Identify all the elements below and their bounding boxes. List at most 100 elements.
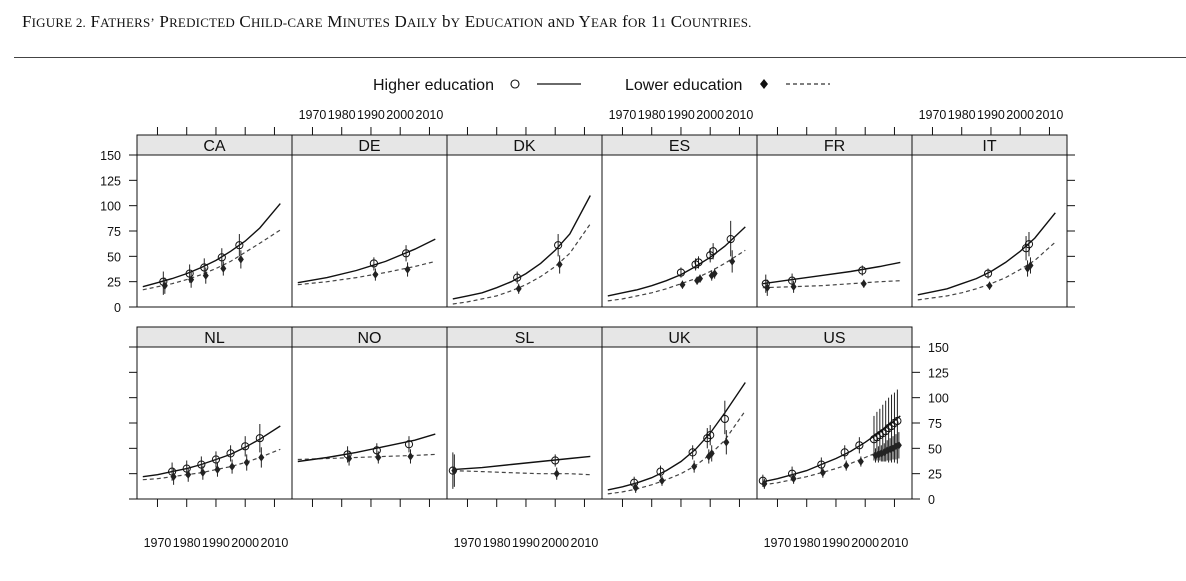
higher-point-marker bbox=[404, 440, 414, 449]
higher-point-marker bbox=[369, 259, 378, 268]
lower-point-marker bbox=[764, 283, 771, 292]
figure-label: Figure 2. bbox=[22, 12, 86, 31]
higher-point-marker bbox=[881, 427, 890, 436]
caption-word: for bbox=[622, 12, 647, 31]
lower-education-line bbox=[607, 410, 746, 495]
lower-point-marker bbox=[375, 453, 382, 462]
panel-it: IT bbox=[911, 134, 1068, 308]
x-tick-label: 1990 bbox=[202, 536, 230, 550]
panel-border bbox=[291, 326, 448, 500]
x-tick-label: 1990 bbox=[977, 108, 1005, 122]
higher-point-marker bbox=[709, 247, 718, 256]
higher-point-marker bbox=[226, 449, 235, 458]
lower-point-marker bbox=[170, 472, 177, 481]
y-tick-label: 75 bbox=[107, 225, 121, 239]
higher-point-marker bbox=[893, 416, 902, 426]
x-tick-label: 2000 bbox=[231, 536, 259, 550]
lower-point-marker bbox=[161, 281, 168, 290]
lower-point-marker bbox=[895, 441, 902, 450]
higher-point-marker bbox=[401, 249, 411, 258]
lower-education-line bbox=[452, 470, 591, 476]
panel-no: NO bbox=[291, 326, 448, 500]
x-tick-label: 2000 bbox=[386, 108, 414, 122]
higher-education-line bbox=[607, 382, 746, 491]
caption-word: Fathers’ bbox=[90, 12, 155, 31]
higher-point-marker bbox=[787, 276, 797, 285]
higher-point-marker bbox=[676, 268, 686, 277]
x-tick-label: 2010 bbox=[416, 108, 444, 122]
higher-point-marker bbox=[720, 414, 729, 424]
panel-plot-area bbox=[142, 203, 281, 295]
panel-label: CA bbox=[203, 138, 226, 155]
x-tick-label: 1970 bbox=[609, 108, 637, 122]
lower-point-marker bbox=[843, 461, 850, 470]
y-tick-label: 125 bbox=[928, 366, 949, 380]
panel-uk: UK bbox=[601, 326, 758, 500]
lower-point-marker bbox=[556, 260, 563, 269]
x-tick-label: 1990 bbox=[822, 536, 850, 550]
y-tick-label: 100 bbox=[928, 392, 949, 406]
panel-plot-area bbox=[297, 433, 436, 466]
higher-point-marker bbox=[1021, 244, 1031, 253]
panel-label: NL bbox=[204, 330, 225, 347]
higher-point-marker bbox=[726, 235, 735, 244]
lower-point-marker bbox=[1027, 261, 1034, 270]
lower-point-marker bbox=[857, 457, 864, 466]
higher-education-line bbox=[297, 433, 436, 463]
higher-point-marker bbox=[200, 263, 209, 272]
higher-point-marker bbox=[817, 460, 826, 469]
higher-point-marker bbox=[551, 456, 560, 465]
lower-point-marker bbox=[258, 453, 265, 462]
lower-education-line bbox=[917, 241, 1056, 301]
higher-point-marker bbox=[554, 241, 563, 250]
x-tick-label: 1980 bbox=[638, 108, 666, 122]
higher-point-marker bbox=[656, 467, 665, 476]
panel-label: SL bbox=[515, 330, 535, 347]
lower-point-marker bbox=[407, 452, 414, 461]
lower-point-marker bbox=[185, 470, 192, 479]
x-tick-label: 2000 bbox=[851, 536, 879, 550]
lower-education-line bbox=[762, 280, 901, 289]
lower-point-marker bbox=[372, 270, 379, 279]
lower-point-marker bbox=[711, 269, 718, 278]
caption-word: Predicted bbox=[159, 12, 235, 31]
panel-plot-area bbox=[452, 195, 591, 305]
higher-point-marker bbox=[372, 446, 381, 455]
lower-point-marker bbox=[346, 454, 353, 463]
x-tick-label: 1970 bbox=[919, 108, 947, 122]
panel-label: DK bbox=[513, 138, 536, 155]
lower-point-marker bbox=[658, 476, 665, 485]
caption-word: and bbox=[547, 12, 575, 31]
lower-point-marker bbox=[199, 468, 206, 477]
x-tick-label: 1990 bbox=[667, 108, 695, 122]
higher-education-line bbox=[297, 238, 436, 284]
legend-label-higher: Higher education bbox=[373, 77, 494, 94]
caption-word: Minutes bbox=[327, 12, 390, 31]
panel-plot-area bbox=[607, 382, 746, 495]
lower-point-marker bbox=[679, 280, 686, 289]
panel-plot-area bbox=[297, 238, 436, 286]
higher-education-line bbox=[762, 415, 901, 483]
higher-point-marker bbox=[706, 431, 715, 440]
y-tick-label: 0 bbox=[114, 301, 121, 315]
x-tick-label: 1980 bbox=[948, 108, 976, 122]
y-tick-label: 25 bbox=[928, 468, 942, 482]
panel-ca: CA bbox=[136, 134, 293, 308]
lower-education-line bbox=[142, 448, 281, 481]
y-tick-label: 50 bbox=[107, 250, 121, 264]
y-tick-label: 0 bbox=[928, 493, 935, 507]
axes: 1970 1980 1990 2000 2010 1970 1980 1990 2000 2010… bbox=[100, 108, 1075, 550]
lower-point-marker bbox=[553, 469, 560, 478]
lower-point-marker bbox=[243, 458, 250, 467]
legend-marker-higher-icon bbox=[510, 79, 520, 89]
panel-dk: DK bbox=[446, 134, 603, 308]
lower-education-line bbox=[607, 249, 746, 302]
caption-word: by bbox=[441, 12, 461, 31]
panel-label: DE bbox=[358, 138, 380, 155]
higher-education-line bbox=[607, 226, 746, 297]
y-tick-label: 100 bbox=[100, 200, 121, 214]
lower-education-line bbox=[762, 441, 901, 486]
higher-point-marker bbox=[182, 464, 191, 473]
lower-education-line bbox=[297, 260, 436, 286]
